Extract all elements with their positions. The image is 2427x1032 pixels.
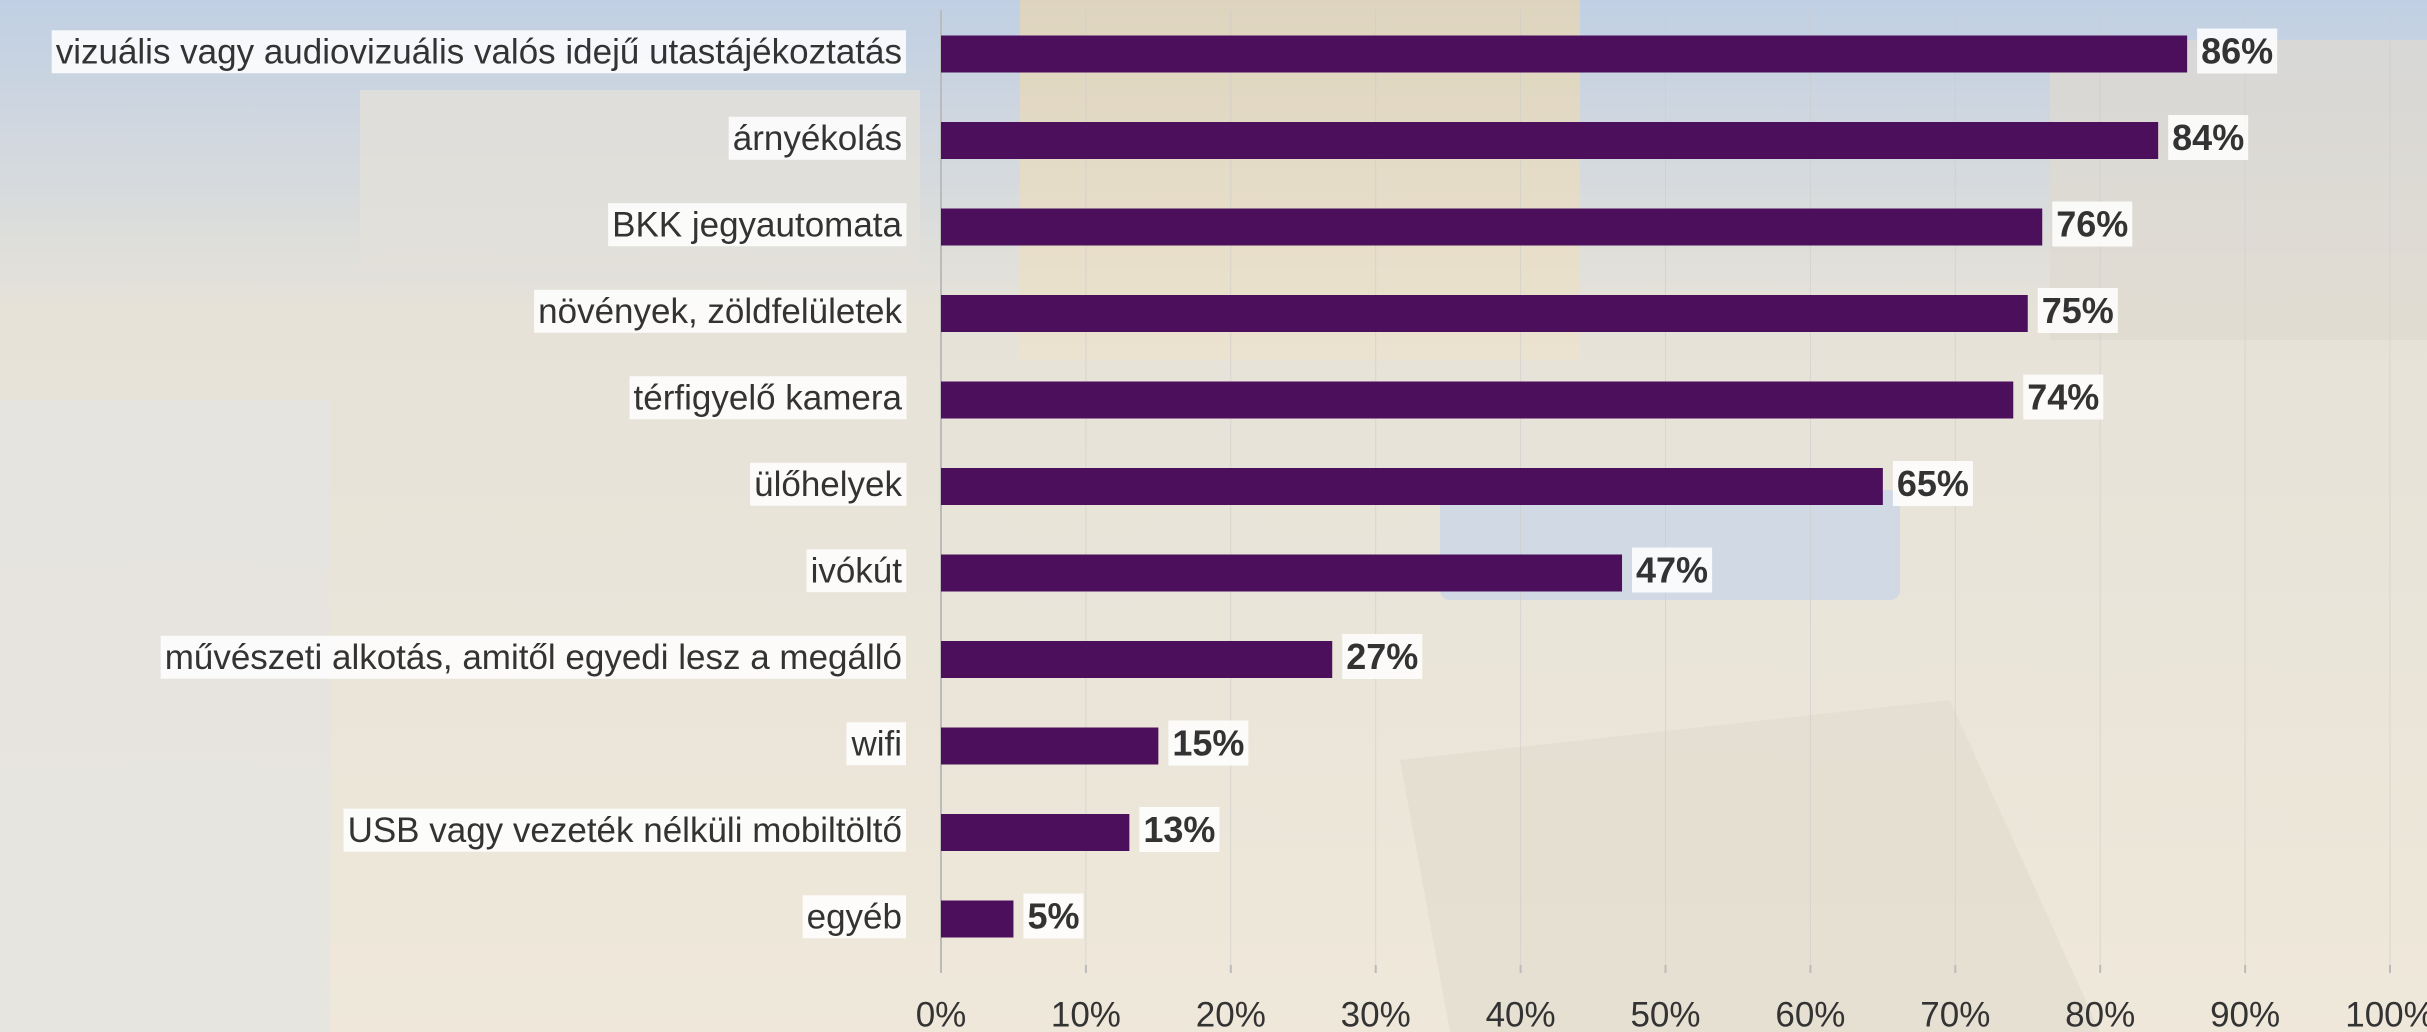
value-label: 75%: [2042, 290, 2114, 331]
value-label: 27%: [1346, 636, 1418, 677]
bar: [941, 901, 1013, 938]
y-tick-label: egyéb: [807, 897, 902, 936]
y-tick-label: növények, zöldfelületek: [538, 292, 902, 331]
y-tick-label: BKK jegyautomata: [612, 205, 902, 244]
value-label: 15%: [1172, 723, 1244, 764]
bar: [941, 382, 2013, 419]
value-label: 76%: [2056, 204, 2128, 245]
bar: [941, 814, 1129, 851]
page: 0% 10% 20% 30% 40% 50% 60% 70% 80% 90% 100% vizuáli…: [0, 0, 2427, 1032]
x-tick-label: 50%: [1630, 995, 1700, 1032]
x-tick-label: 40%: [1486, 995, 1556, 1032]
bar: [941, 122, 2158, 159]
x-tick-label: 80%: [2065, 995, 2135, 1032]
x-tick-label: 10%: [1051, 995, 1121, 1032]
bar: [941, 728, 1158, 765]
value-label: 86%: [2201, 31, 2273, 72]
x-tick-label: 100%: [2345, 995, 2427, 1032]
bar: [941, 36, 2187, 73]
bar: [941, 641, 1332, 678]
y-tick-label: árnyékolás: [733, 119, 902, 158]
y-tick-label: USB vagy vezeték nélküli mobiltöltő: [348, 811, 902, 850]
value-label: 74%: [2027, 377, 2099, 418]
y-tick-label: wifi: [850, 724, 902, 763]
value-label: 47%: [1636, 550, 1708, 591]
chart: 0% 10% 20% 30% 40% 50% 60% 70% 80% 90% 100% vizuáli…: [0, 0, 2427, 1032]
x-tick-label: 90%: [2210, 995, 2280, 1032]
bar: [941, 295, 2028, 332]
x-tick-label: 20%: [1196, 995, 1266, 1032]
x-tick-label: 0%: [916, 995, 967, 1032]
x-tick-label: 70%: [1920, 995, 1990, 1032]
x-tick-label: 30%: [1341, 995, 1411, 1032]
bar: [941, 468, 1883, 505]
y-tick-label: térfigyelő kamera: [634, 378, 903, 417]
value-label: 13%: [1143, 809, 1215, 850]
value-label: 84%: [2172, 117, 2244, 158]
y-tick-label: ülőhelyek: [754, 465, 902, 504]
bar: [941, 555, 1622, 592]
x-tick-label: 60%: [1775, 995, 1845, 1032]
y-tick-label: ivókút: [811, 551, 903, 590]
y-tick-label: vizuális vagy audiovizuális valós idejű …: [56, 32, 902, 71]
value-label: 5%: [1027, 896, 1079, 937]
value-label: 65%: [1897, 463, 1969, 504]
y-tick-label: művészeti alkotás, amitől egyedi lesz a …: [165, 638, 902, 677]
bar: [941, 209, 2042, 246]
